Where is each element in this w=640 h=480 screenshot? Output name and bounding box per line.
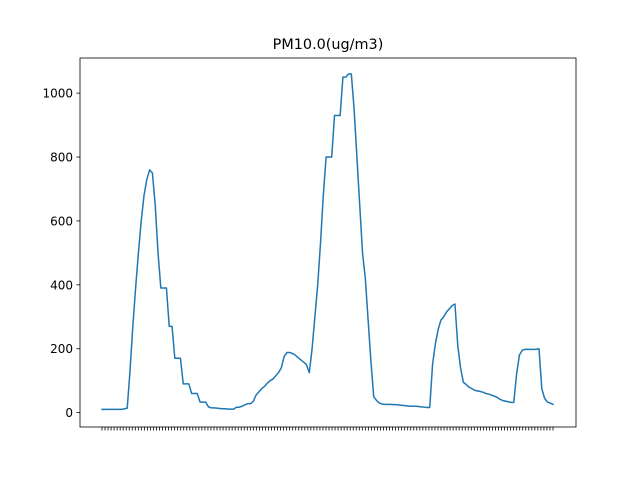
y-tick-label: 400: [50, 278, 73, 292]
x-axis: [101, 427, 554, 431]
plot-area: [101, 73, 554, 411]
y-tick-label: 1000: [42, 87, 73, 101]
axes-frame: [79, 57, 577, 428]
y-tick-label: 600: [50, 214, 73, 228]
y-tick-label: 0: [65, 406, 73, 420]
chart-title: PM10.0(ug/m3): [273, 37, 384, 53]
y-tick-label: 200: [50, 342, 73, 356]
y-axis: 0 200 400 600 800 1000: [42, 87, 80, 420]
series-line: [101, 73, 554, 411]
y-tick-label: 800: [50, 151, 73, 165]
